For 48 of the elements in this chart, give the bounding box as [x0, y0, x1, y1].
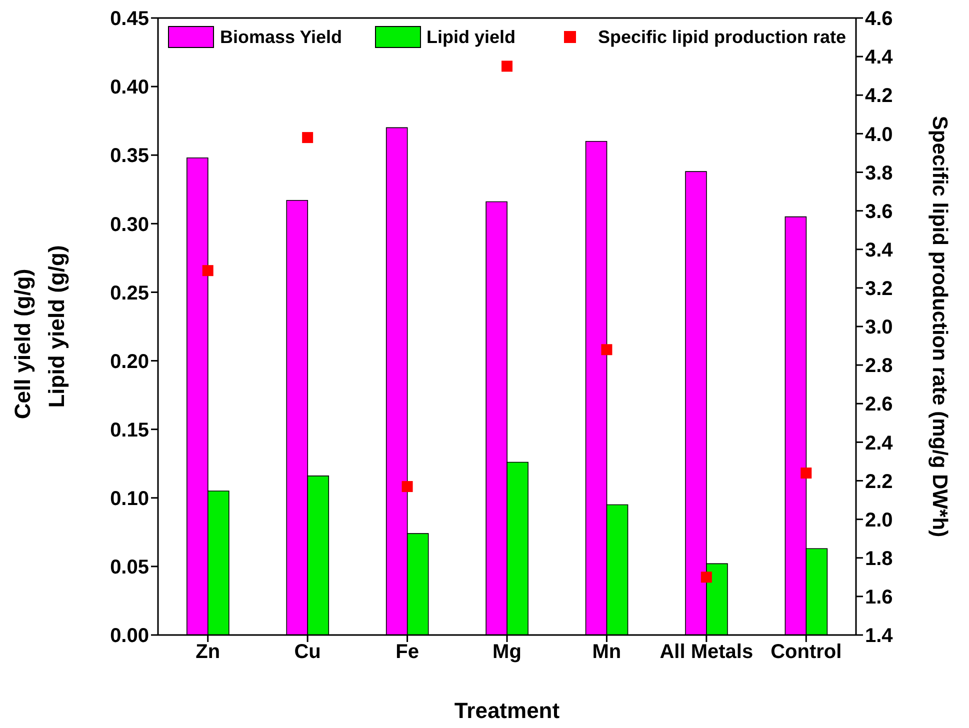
y2-tick-label: 3.8 [865, 162, 893, 184]
y-tick-label: 0.20 [110, 350, 149, 373]
x-tick-label: Control [770, 641, 842, 664]
legend-label: Lipid yield [426, 26, 516, 48]
y2-tick-label: 2.4 [865, 432, 894, 454]
y-axis-title: Lipid yield (g/g) [44, 245, 69, 408]
point [800, 468, 812, 479]
point [700, 572, 712, 583]
y2-axis-title: Specific lipid production rate (mg/g DW*h) [928, 116, 951, 538]
y-tick-label: 0.25 [110, 282, 149, 304]
y-tick-label: 0.10 [110, 488, 149, 510]
y2-tick-label: 3.4 [865, 239, 894, 262]
point [402, 481, 413, 492]
y-tick-label: 0.35 [110, 145, 149, 168]
x-axis-title: Treatment [454, 698, 560, 723]
y2-tick-label: 1.6 [865, 586, 893, 609]
legend-label: Specific lipid production rate [598, 26, 846, 48]
text: Cell yield (g/g) [10, 268, 35, 420]
x-tick-label: Zn [196, 641, 220, 664]
y2-tick-label: 3.6 [865, 200, 893, 223]
y2-tick-label: 3.0 [865, 316, 893, 339]
y-tick-label: 0.00 [110, 625, 149, 648]
y2-tick-label: 2.2 [865, 470, 893, 493]
x-tick-label: Mn [592, 641, 622, 664]
y2-tick-label: 4.4 [865, 46, 894, 69]
y2-tick-label: 1.8 [865, 548, 893, 570]
y2-tick-label: 4.0 [865, 124, 893, 146]
x-tick-label: Mg [492, 641, 522, 664]
y2-tick-label: 2.8 [865, 355, 893, 378]
y2-tick-label: 4.6 [865, 8, 893, 30]
point [601, 344, 612, 356]
point [202, 265, 214, 276]
y-tick-label: 0.30 [110, 214, 149, 236]
point [302, 132, 314, 144]
y2-tick-label: 1.4 [865, 625, 894, 648]
legend-label: Biomass Yield [220, 26, 342, 48]
point [502, 60, 512, 72]
y-tick-label: 0.05 [110, 556, 149, 579]
y2-tick-label: 2.6 [865, 394, 893, 416]
y-tick-label: 0.15 [110, 419, 149, 442]
y-tick-label: 0.40 [110, 76, 149, 99]
y2-tick-label: 2.0 [865, 509, 893, 532]
x-tick-label: All Metals [660, 641, 754, 664]
y-tick-label: 0.45 [110, 8, 149, 30]
x-tick-label: Cu [294, 641, 321, 664]
y2-tick-label: 3.2 [865, 278, 893, 300]
y2-tick-label: 4.2 [865, 85, 893, 108]
x-tick-label: Fe [396, 641, 419, 664]
